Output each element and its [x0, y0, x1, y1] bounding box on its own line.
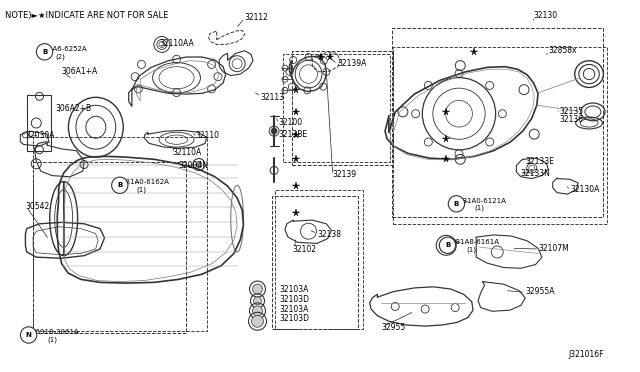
- Text: 32955: 32955: [381, 323, 406, 332]
- Bar: [33, 162, 186, 333]
- Circle shape: [271, 128, 277, 134]
- Circle shape: [20, 327, 36, 343]
- Text: 32107M: 32107M: [538, 244, 569, 253]
- Text: 3213BE: 3213BE: [278, 129, 308, 139]
- Circle shape: [111, 177, 128, 193]
- Text: 32110: 32110: [196, 131, 220, 141]
- Bar: [272, 196, 358, 330]
- Bar: [292, 51, 393, 165]
- Circle shape: [440, 237, 456, 253]
- Text: 06918-3061A: 06918-3061A: [32, 329, 79, 336]
- Text: B: B: [454, 201, 459, 207]
- Text: 32103D: 32103D: [279, 295, 309, 304]
- Text: NOTE)►★INDICATE ARE NOT FOR SALE: NOTE)►★INDICATE ARE NOT FOR SALE: [5, 11, 168, 20]
- Text: 32100: 32100: [278, 119, 303, 128]
- Circle shape: [253, 284, 262, 294]
- Text: (1): (1): [467, 247, 477, 253]
- Bar: [392, 28, 603, 217]
- Bar: [33, 137, 207, 331]
- Text: 32112: 32112: [244, 13, 269, 22]
- Text: 081A6-6252A: 081A6-6252A: [40, 46, 87, 52]
- Text: 32130A: 32130A: [570, 185, 599, 194]
- Text: 32130: 32130: [534, 11, 557, 20]
- Text: B: B: [42, 49, 47, 55]
- Text: 306A2+B: 306A2+B: [56, 104, 92, 113]
- Circle shape: [253, 306, 262, 316]
- Text: 32955A: 32955A: [525, 287, 555, 296]
- Text: (1): (1): [474, 205, 484, 212]
- Circle shape: [36, 44, 52, 60]
- Text: 32139: 32139: [333, 170, 357, 179]
- Bar: [393, 46, 607, 224]
- Circle shape: [196, 161, 202, 167]
- Text: 32133E: 32133E: [525, 157, 554, 166]
- Circle shape: [252, 315, 264, 327]
- Circle shape: [253, 297, 262, 305]
- Text: 30542: 30542: [26, 202, 50, 211]
- Text: 32138: 32138: [317, 230, 342, 239]
- Text: (1): (1): [47, 337, 57, 343]
- Text: 32136: 32136: [560, 115, 584, 124]
- Text: 32139A: 32139A: [337, 59, 367, 68]
- Circle shape: [439, 238, 453, 252]
- Text: 32102: 32102: [292, 244, 316, 253]
- Text: 32858x: 32858x: [548, 46, 577, 55]
- Text: 32103D: 32103D: [279, 314, 309, 323]
- Text: B: B: [117, 182, 122, 188]
- Circle shape: [448, 196, 465, 212]
- Text: 32103A: 32103A: [279, 305, 308, 314]
- Text: 32113: 32113: [260, 93, 284, 102]
- Text: J321016F: J321016F: [569, 350, 604, 359]
- Text: 32133N: 32133N: [520, 169, 550, 177]
- Text: B: B: [445, 242, 450, 248]
- Text: N: N: [26, 332, 31, 338]
- Bar: [283, 54, 390, 162]
- Text: (1): (1): [136, 186, 147, 193]
- Text: 32030A: 32030A: [26, 131, 55, 141]
- Text: 32135: 32135: [560, 108, 584, 116]
- Text: 081A0-6121A: 081A0-6121A: [459, 198, 507, 204]
- Text: 32103A: 32103A: [279, 285, 308, 294]
- Text: 306A1+A: 306A1+A: [62, 67, 98, 76]
- Text: 32110A: 32110A: [172, 148, 202, 157]
- Text: 32110AA: 32110AA: [159, 39, 194, 48]
- Text: 081A8-6161A: 081A8-6161A: [451, 239, 499, 245]
- Text: (2): (2): [56, 53, 65, 60]
- Bar: [275, 190, 363, 330]
- Text: 32004N: 32004N: [179, 161, 209, 170]
- Text: 081A0-6162A: 081A0-6162A: [121, 179, 169, 185]
